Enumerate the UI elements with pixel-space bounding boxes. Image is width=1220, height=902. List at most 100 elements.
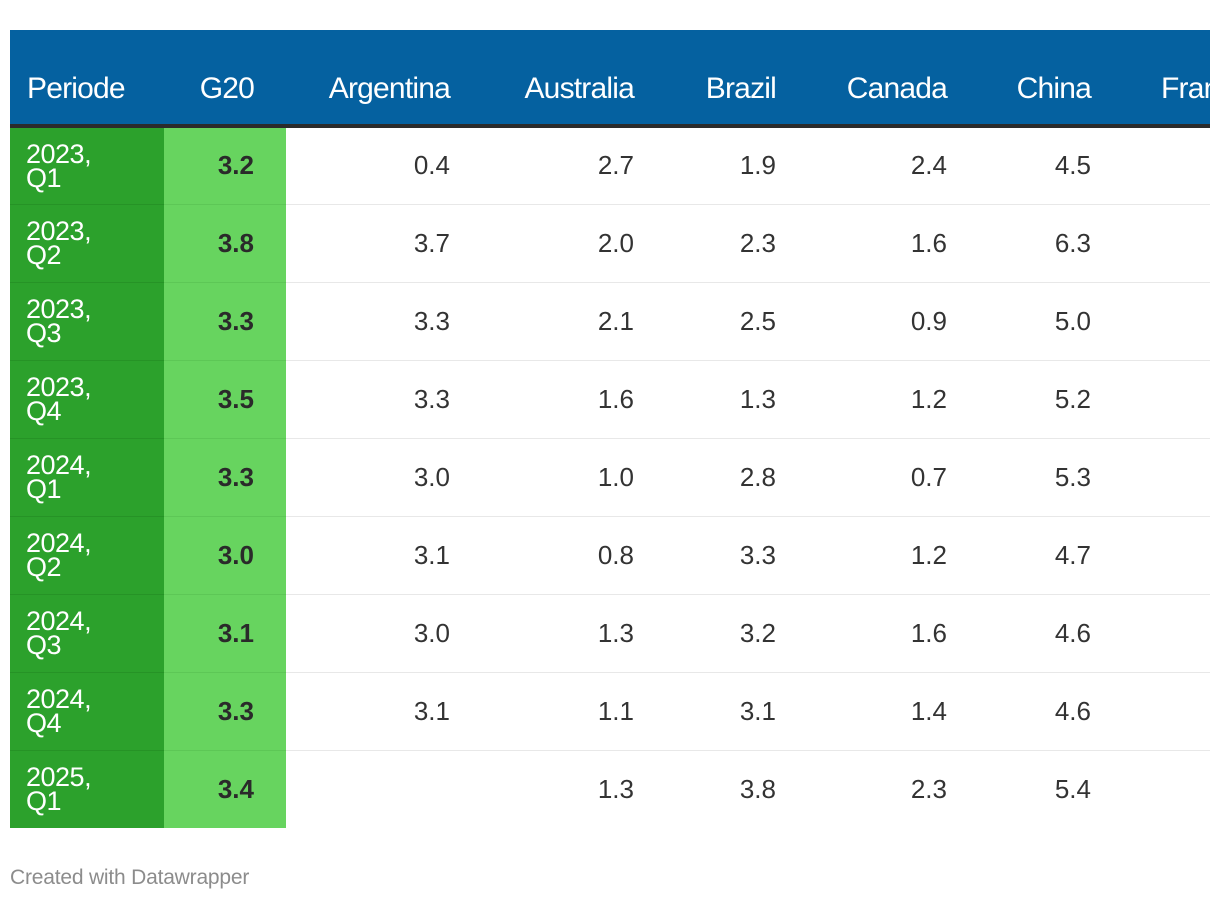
gdp-growth-table: Periode G20 Argentina Australia Brazil C… [10,30,1210,828]
value-cell-australia: 2.1 [486,282,670,361]
period-label-line: Q2 [26,240,62,270]
period-label-line: Q1 [26,786,62,817]
table-body: 2023, Q1 3.2 0.4 2.7 1.9 2.4 4.5 2023, Q2 3.8 3.7 2.… [10,126,1210,828]
period-label-line: Q1 [26,162,62,193]
period-label-line: Q4 [26,708,62,738]
value-cell-argentina: 3.7 [286,204,486,283]
value-cell-argentina: 3.3 [286,360,486,439]
value-cell-canada: 1.6 [811,204,983,283]
period-label-line: 2024, [26,450,92,480]
value-cell-france [1127,594,1210,673]
value-cell-g20: 3.3 [164,672,286,751]
period-label-line: 2023, [26,216,92,246]
value-cell-china: 6.3 [983,204,1127,283]
value-cell-australia: 1.3 [597,773,634,804]
value-cell-china: 5.4 [1054,773,1091,804]
period-label-line: 2023, [26,372,92,402]
value-cell-australia: 1.6 [486,360,670,439]
table-row: 2023, Q3 3.3 3.3 2.1 2.5 0.9 5.0 [10,282,1210,361]
period-cell: 2024, Q3 [10,594,164,673]
period-cell: 2023, Q3 [10,282,164,361]
value-cell-australia: 1.0 [486,438,670,517]
period-label-line: 2023, [26,138,92,169]
datawrapper-credit: Created with Datawrapper [10,866,250,889]
column-header-brazil[interactable]: Brazil [670,30,811,128]
value-cell-argentina: 3.3 [286,282,486,361]
period-label-line: Q3 [26,318,62,348]
value-cell-australia: 0.8 [486,516,670,595]
period-cell: 2024, Q1 [10,438,164,517]
column-header-g20[interactable]: G20 [164,30,286,128]
period-cell: 2024, Q2 [10,516,164,595]
value-cell-france [1127,126,1210,205]
period-label-line: Q3 [26,630,62,660]
period-label-line: Q2 [26,552,62,582]
table-row: 2025, Q1 3.4 1.3 3.8 2.3 5.4 [10,750,1210,828]
value-cell-france [1127,750,1210,828]
period-label-line: 2024, [26,606,92,636]
value-cell-brazil: 2.8 [670,438,811,517]
value-cell-argentina [286,750,486,828]
value-cell-canada: 2.4 [811,126,983,205]
column-header-periode[interactable]: Periode [10,30,164,128]
table-row: 2023, Q4 3.5 3.3 1.6 1.3 1.2 5.2 [10,360,1210,439]
table-header-row: Periode G20 Argentina Australia Brazil C… [10,30,1210,128]
value-cell-china: 5.0 [983,282,1127,361]
value-cell-australia: 1.1 [486,672,670,751]
table-row: 2024, Q2 3.0 3.1 0.8 3.3 1.2 4.7 [10,516,1210,595]
value-cell-g20: 3.3 [164,282,286,361]
value-cell-g20: 3.1 [164,594,286,673]
value-cell-canada: 0.7 [811,438,983,517]
value-cell-brazil: 3.1 [670,672,811,751]
period-cell: 2023, Q1 [10,126,164,205]
value-cell-g20: 3.2 [164,126,286,205]
value-cell-china: 4.6 [983,594,1127,673]
value-cell-canada: 0.9 [811,282,983,361]
value-cell-australia: 2.0 [486,204,670,283]
value-cell-brazil: 2.5 [670,282,811,361]
value-cell-argentina: 3.0 [286,438,486,517]
value-cell-france [1127,438,1210,517]
value-cell-canada: 1.6 [811,594,983,673]
column-header-australia[interactable]: Australia [486,30,670,128]
period-label-line: 2024, [26,528,92,558]
value-cell-g20: 3.4 [164,750,286,828]
period-cell: 2023, Q4 [10,360,164,439]
value-cell-brazil: 1.9 [670,126,811,205]
column-header-china[interactable]: China [983,30,1127,128]
value-cell-brazil: 3.8 [739,773,776,804]
value-cell-france [1127,204,1210,283]
column-header-argentina[interactable]: Argentina [286,30,486,128]
period-cell: 2023, Q2 [10,204,164,283]
value-cell-canada: 1.4 [811,672,983,751]
value-cell-canada: 2.3 [910,773,947,804]
period-label-line: 2024, [26,684,92,714]
table-row: 2024, Q4 3.3 3.1 1.1 3.1 1.4 4.6 [10,672,1210,751]
value-cell-china: 5.2 [983,360,1127,439]
value-cell-brazil: 1.3 [670,360,811,439]
value-cell-g20: 3.5 [164,360,286,439]
table-row: 2024, Q3 3.1 3.0 1.3 3.2 1.6 4.6 [10,594,1210,673]
period-cell: 2024, Q4 [10,672,164,751]
table-row: 2023, Q2 3.8 3.7 2.0 2.3 1.6 6.3 [10,204,1210,283]
value-cell-brazil: 3.3 [670,516,811,595]
period-label-line: 2023, [26,294,92,324]
value-cell-china: 4.6 [983,672,1127,751]
value-cell-argentina: 3.1 [286,672,486,751]
column-header-canada[interactable]: Canada [811,30,983,128]
value-cell-brazil: 3.2 [670,594,811,673]
data-table-container: Periode G20 Argentina Australia Brazil C… [10,30,1210,828]
value-cell-canada: 1.2 [811,516,983,595]
value-cell-australia: 2.7 [486,126,670,205]
value-cell-france [1127,672,1210,751]
value-cell-china: 4.5 [983,126,1127,205]
period-cell: 2025, Q1 [10,750,164,828]
value-cell-brazil: 2.3 [670,204,811,283]
value-cell-france [1127,360,1210,439]
period-label-line: Q1 [26,474,62,504]
value-cell-france [1127,516,1210,595]
column-header-france[interactable]: France [1127,30,1210,128]
value-cell-g20: 3.8 [164,204,286,283]
period-label-line: 2025, [26,762,92,793]
table-row: 2024, Q1 3.3 3.0 1.0 2.8 0.7 5.3 [10,438,1210,517]
